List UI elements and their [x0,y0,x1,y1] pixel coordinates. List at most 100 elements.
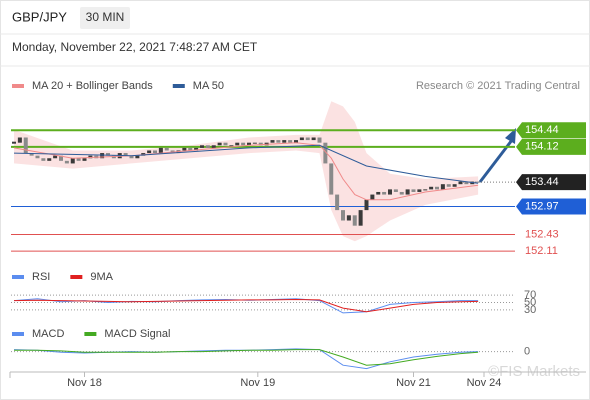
moving-average [13,144,479,184]
level-tag [516,198,586,215]
level-label: 154.44 [525,124,559,136]
candle [17,137,22,143]
legend-label: MACD [32,328,64,340]
candle [452,184,457,187]
legend-marker [70,275,83,279]
candle [346,215,351,221]
candle [194,147,199,151]
candle [229,145,234,147]
candle [305,137,310,141]
level-label: 152.97 [525,200,559,212]
candle [382,191,387,195]
candle [241,142,246,146]
candle [53,155,58,159]
legend-marker [84,332,97,336]
candle [76,158,81,161]
candle [217,142,222,146]
candle [106,153,110,156]
candle [158,147,163,154]
legend-label: MA 20 + Bollinger Bands [32,80,153,92]
candle [294,140,298,143]
candle [352,215,357,226]
candle [317,137,322,143]
candle [123,153,128,156]
legend-marker [12,275,24,279]
candle [311,137,316,141]
candle [252,142,257,144]
candle [82,158,87,161]
candle [335,194,340,211]
candle [464,181,469,185]
timeframe: 30 MIN [86,10,125,24]
level-tag [516,138,586,155]
candle [405,189,410,195]
candle [211,145,216,148]
candle [299,137,304,141]
candle [200,145,204,148]
candle [235,142,240,146]
candle [429,186,434,190]
candle [329,163,334,195]
candle [423,189,428,191]
candle [129,155,134,159]
x-tick-label: Nov 18 [67,377,102,389]
candle [376,191,381,195]
indicator-line [14,349,479,366]
candle [323,142,328,164]
level-tag [516,174,586,191]
candle [458,181,463,185]
y-tick-label: 0 [524,346,530,358]
candle [70,158,75,164]
candle [446,184,451,187]
credit: Research © 2021 Trading Central [416,80,580,92]
candle [47,158,52,161]
legend-label: RSI [32,271,50,283]
level-tag [516,122,586,139]
candle [364,199,369,211]
candle [35,155,40,159]
candle [276,140,281,143]
candle [358,210,363,226]
candle [440,184,445,190]
level-label: 154.12 [525,141,559,153]
timeframe-box [80,7,130,29]
candle [411,189,416,192]
candle [164,147,169,151]
legend-marker [12,84,24,88]
candle [417,189,422,192]
indicator-line [13,298,479,313]
x-tick-label: Nov 19 [240,377,275,389]
candle [288,140,293,143]
candle [153,150,157,154]
candle [100,153,105,159]
y-tick-label: 70 [524,289,536,301]
candle [258,142,263,146]
x-tick-label: Nov 24 [467,377,502,389]
candle [29,153,34,156]
candle [247,142,251,146]
forecast-arrow-head [505,128,516,144]
candle [182,147,187,151]
candle [223,142,228,146]
chart-title: GBP/JPY [12,9,67,24]
candle [435,186,439,190]
candle [393,189,398,192]
level-label: 153.44 [525,176,559,188]
legend-marker [172,84,185,88]
y-tick-label: 50 [524,296,536,308]
x-tick-label: Nov 21 [396,377,431,389]
candle [111,155,116,159]
legend-label: 9MA [90,271,113,283]
y-tick-label: 30 [524,304,536,316]
candle [135,155,140,159]
level-label: 152.11 [525,245,558,257]
candle [64,160,69,164]
candle [41,158,46,161]
candle [341,210,345,221]
subtitle: Monday, November 22, 2021 7:48:27 AM CET [12,40,258,54]
candle [188,147,193,151]
candle [270,140,275,143]
candle [12,141,16,144]
